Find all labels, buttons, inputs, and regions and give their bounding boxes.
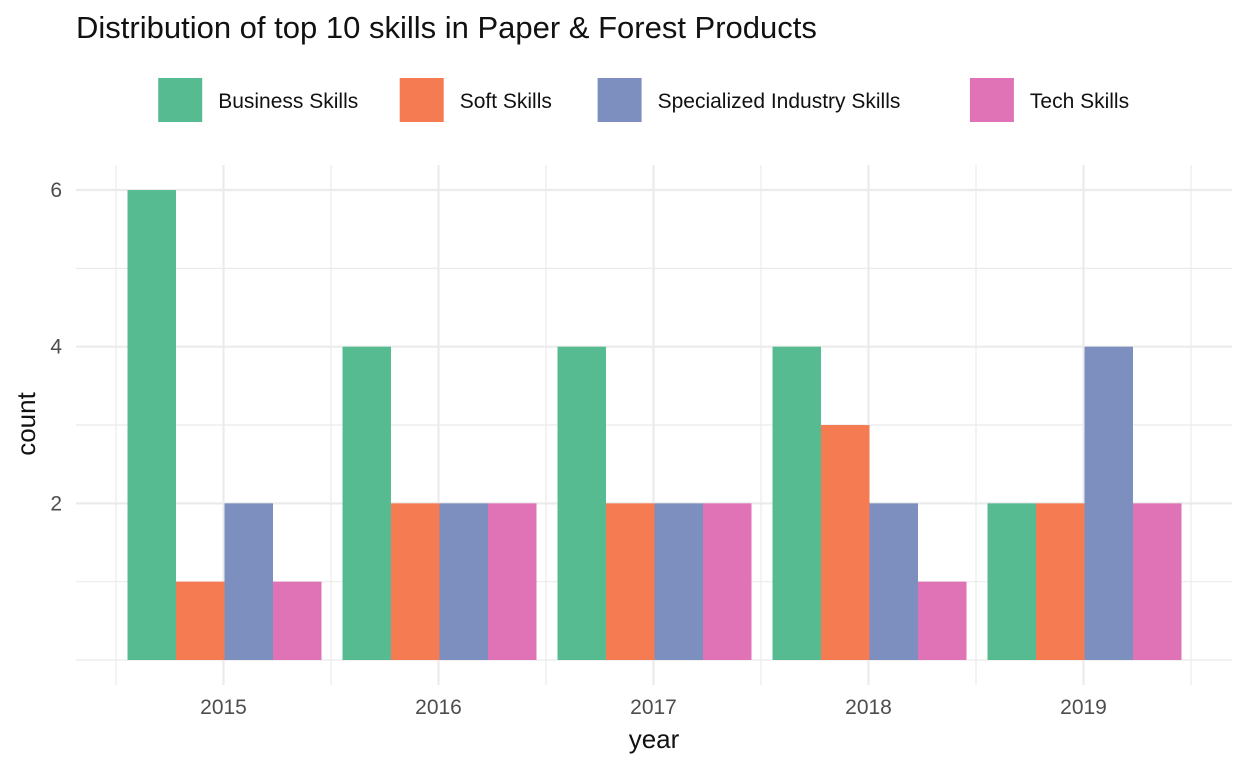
legend-swatch [158,78,203,122]
grid-lines [76,165,1232,685]
legend: Business Skills Soft Skills Specialized In… [158,78,1129,122]
bar [273,581,322,660]
bar [1133,503,1182,660]
bars [127,190,1182,660]
bar [703,503,752,660]
x-tick-label: 2016 [415,696,462,719]
x-tick-label: 2018 [845,696,892,719]
bar [1084,346,1133,660]
x-tick-label: 2017 [630,696,677,719]
legend-label: Business Skills [218,90,358,113]
bar [557,346,606,660]
legend-label: Tech Skills [1030,90,1129,113]
bar [342,346,391,660]
y-tick-label: 2 [50,492,62,515]
bar [821,425,870,660]
x-tick-label: 2019 [1060,696,1107,719]
legend-swatch [969,78,1014,122]
legend-swatch [399,78,444,122]
bar [918,581,967,660]
bar [869,503,918,660]
bar [654,503,703,660]
legend-swatch [597,78,642,122]
y-tick-label: 4 [50,336,62,359]
chart-title: Distribution of top 10 skills in Paper &… [76,10,817,45]
axis-labels: 2 4 6 2015 2016 2017 2018 2019 [50,179,1107,719]
bar [224,503,273,660]
legend-label: Soft Skills [460,90,552,113]
bar [987,503,1036,660]
bar [488,503,537,660]
bar [606,503,655,660]
bar [772,346,821,660]
y-axis-title: count [11,391,41,455]
y-tick-label: 6 [50,179,62,202]
bar [127,190,176,660]
bar [1036,503,1085,660]
legend-label: Specialized Industry Skills [658,90,901,113]
x-tick-label: 2015 [200,696,247,719]
bar [176,581,225,660]
bar [439,503,488,660]
bar [391,503,440,660]
x-axis-title: year [629,724,680,754]
